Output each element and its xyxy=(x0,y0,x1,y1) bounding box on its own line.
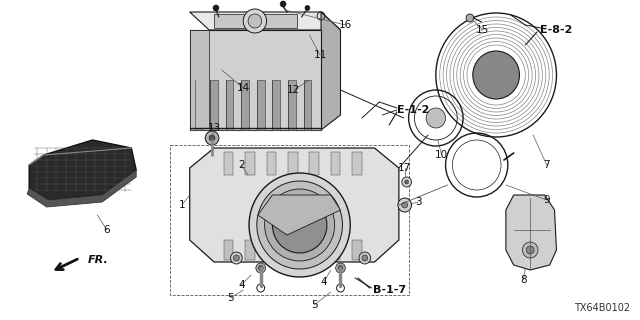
Polygon shape xyxy=(331,240,340,260)
Circle shape xyxy=(404,180,408,184)
Polygon shape xyxy=(28,170,136,207)
Circle shape xyxy=(273,197,327,253)
Circle shape xyxy=(280,1,286,7)
Polygon shape xyxy=(189,30,321,130)
Text: 17: 17 xyxy=(398,163,412,173)
Circle shape xyxy=(234,255,239,261)
Circle shape xyxy=(522,242,538,258)
Polygon shape xyxy=(321,12,340,130)
Polygon shape xyxy=(245,240,255,260)
Text: 2: 2 xyxy=(238,160,244,170)
Polygon shape xyxy=(506,195,556,270)
Text: 16: 16 xyxy=(339,20,352,30)
Circle shape xyxy=(402,177,412,187)
Text: 3: 3 xyxy=(415,197,422,207)
Circle shape xyxy=(259,266,263,270)
Circle shape xyxy=(305,5,310,11)
Text: 13: 13 xyxy=(207,123,221,133)
Circle shape xyxy=(243,9,267,33)
Polygon shape xyxy=(189,148,399,262)
Circle shape xyxy=(335,263,346,273)
Polygon shape xyxy=(267,240,276,260)
Circle shape xyxy=(473,51,520,99)
Circle shape xyxy=(398,198,412,212)
Polygon shape xyxy=(224,240,234,260)
Text: 4: 4 xyxy=(321,277,327,287)
Text: 1: 1 xyxy=(179,200,185,210)
Polygon shape xyxy=(189,12,340,30)
Polygon shape xyxy=(352,240,362,260)
Circle shape xyxy=(256,263,266,273)
Polygon shape xyxy=(288,152,298,175)
Circle shape xyxy=(362,255,368,261)
Text: 11: 11 xyxy=(314,50,326,60)
Polygon shape xyxy=(288,80,296,130)
Polygon shape xyxy=(303,80,311,130)
Text: B-1-7: B-1-7 xyxy=(372,285,406,295)
Text: 8: 8 xyxy=(520,275,527,285)
Polygon shape xyxy=(241,80,249,130)
Circle shape xyxy=(526,246,534,254)
Text: 10: 10 xyxy=(435,150,448,160)
Polygon shape xyxy=(309,240,319,260)
Polygon shape xyxy=(29,140,136,200)
Polygon shape xyxy=(309,152,319,175)
Circle shape xyxy=(230,252,243,264)
Circle shape xyxy=(213,5,219,11)
Polygon shape xyxy=(352,152,362,175)
Text: TX64B0102: TX64B0102 xyxy=(574,303,630,313)
Polygon shape xyxy=(195,80,202,130)
Text: 5: 5 xyxy=(311,300,317,310)
Polygon shape xyxy=(288,240,298,260)
Polygon shape xyxy=(257,80,264,130)
Circle shape xyxy=(264,189,335,261)
Text: 9: 9 xyxy=(543,195,550,205)
Polygon shape xyxy=(210,80,218,130)
Circle shape xyxy=(359,252,371,264)
Text: 6: 6 xyxy=(104,225,110,235)
Circle shape xyxy=(248,14,262,28)
Circle shape xyxy=(249,173,350,277)
Polygon shape xyxy=(226,80,234,130)
Text: E-8-2: E-8-2 xyxy=(540,25,572,35)
Polygon shape xyxy=(273,80,280,130)
Text: E-1-2: E-1-2 xyxy=(397,105,429,115)
Circle shape xyxy=(402,202,408,208)
Text: 7: 7 xyxy=(543,160,550,170)
Circle shape xyxy=(338,266,343,270)
Polygon shape xyxy=(331,152,340,175)
Polygon shape xyxy=(245,152,255,175)
Circle shape xyxy=(209,135,215,141)
Text: 5: 5 xyxy=(227,293,234,303)
Text: 4: 4 xyxy=(238,280,244,290)
Circle shape xyxy=(426,108,445,128)
Polygon shape xyxy=(224,152,234,175)
Text: 14: 14 xyxy=(237,83,250,93)
Text: 15: 15 xyxy=(476,25,489,35)
Polygon shape xyxy=(189,30,209,128)
Text: 12: 12 xyxy=(287,85,300,95)
Polygon shape xyxy=(214,14,297,28)
Circle shape xyxy=(257,181,342,269)
Polygon shape xyxy=(258,195,340,235)
Text: FR.: FR. xyxy=(88,255,108,265)
Polygon shape xyxy=(267,152,276,175)
Circle shape xyxy=(205,131,219,145)
Circle shape xyxy=(466,14,474,22)
